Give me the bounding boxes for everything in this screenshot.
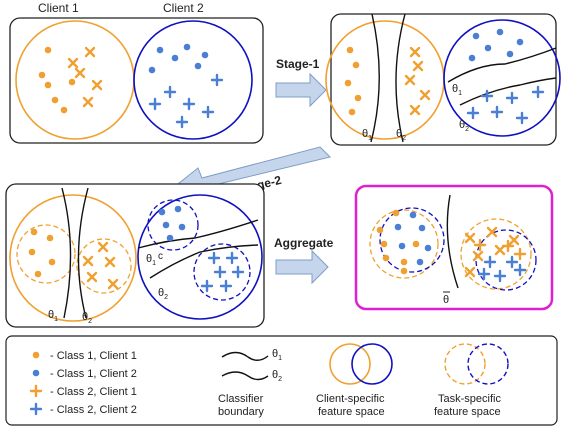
client2-feature-space [137, 194, 263, 320]
task-feature-space [475, 229, 537, 291]
task-feature-space [16, 224, 76, 284]
legend-class1-client2: - Class 1, Client 2 [50, 368, 137, 380]
theta2-label: θ2 [459, 119, 469, 133]
client2-feature-space [443, 19, 561, 137]
theta-bar-label: θ [443, 294, 449, 306]
panel-aggregate: θ [354, 184, 554, 311]
task-feature-space [379, 207, 445, 273]
task-feature-space [147, 199, 199, 251]
legend-client-space-orange [329, 343, 371, 385]
legend-class2-client1: - Class 2, Client 1 [50, 386, 137, 398]
global-boundary [446, 194, 459, 289]
legend-theta2-line [221, 371, 269, 381]
theta2-label: θ2 [158, 287, 168, 301]
theta2-label: θ2 [82, 311, 92, 325]
panel-stage2-frame [5, 183, 265, 328]
task-feature-space [193, 243, 251, 301]
task-feature-space [76, 238, 132, 294]
theta1-label: θ1 [48, 309, 58, 323]
legend-client-space-label: Client-specific [316, 393, 385, 405]
legend-task-space-orange [444, 343, 486, 385]
panel-initial [9, 17, 264, 144]
client1-header: Client 1 [38, 1, 79, 15]
legend-theta1-line [221, 351, 269, 361]
panel-aggregate-frame [354, 184, 554, 311]
stage1-arrow: Stage-1 [275, 57, 327, 108]
legend-client-space-label: feature space [318, 406, 385, 418]
client2-header: Client 2 [163, 1, 204, 15]
client2-feature-space [133, 20, 253, 140]
stage1-label: Stage-1 [276, 57, 320, 71]
boundary-theta1-client1 [370, 13, 380, 143]
legend-classifier-label: boundary [218, 406, 264, 418]
boundary-theta1-client1 [61, 187, 72, 319]
theta1c-label: θ1c [146, 251, 163, 267]
boundary-theta2-client1 [395, 13, 406, 143]
panel-stage2: θ1 θ2 θ1c θ2 [5, 183, 265, 328]
legend-class1-client1: - Class 1, Client 1 [50, 350, 137, 362]
legend-task-space-label: Task-specific [438, 393, 501, 405]
theta1-label: θ1 [362, 128, 372, 142]
theta1-label: θ1 [452, 83, 462, 97]
theta2-label: θ2 [396, 128, 406, 142]
legend-theta2-label: θ2 [272, 369, 282, 383]
boundary-theta1-client2 [137, 219, 259, 249]
client1-feature-space [9, 194, 137, 322]
legend: - Class 1, Client 1 - Class 1, Client 2 … [5, 335, 558, 426]
task-feature-space [369, 209, 439, 279]
legend-theta1-label: θ1 [272, 348, 282, 362]
boundary-theta2-client2 [149, 244, 259, 279]
legend-task-space-blue [467, 343, 509, 385]
aggregate-label: Aggregate [274, 236, 334, 250]
boundary-theta1-client2 [447, 47, 557, 83]
task-feature-space [460, 218, 532, 290]
panel-initial-frame [9, 17, 264, 144]
aggregate-arrow: Aggregate [274, 236, 334, 285]
legend-class2-client2: - Class 2, Client 2 [50, 404, 137, 416]
legend-classifier-label: Classifier [218, 393, 264, 405]
legend-frame [5, 335, 558, 426]
boundary-theta2-client1 [77, 187, 89, 319]
boundary-theta2-client2 [459, 77, 557, 106]
legend-client-space-blue [351, 343, 393, 385]
legend-task-space-label: feature space [434, 406, 501, 418]
panel-stage1: θ1 θ2 θ1 θ2 [325, 13, 561, 146]
